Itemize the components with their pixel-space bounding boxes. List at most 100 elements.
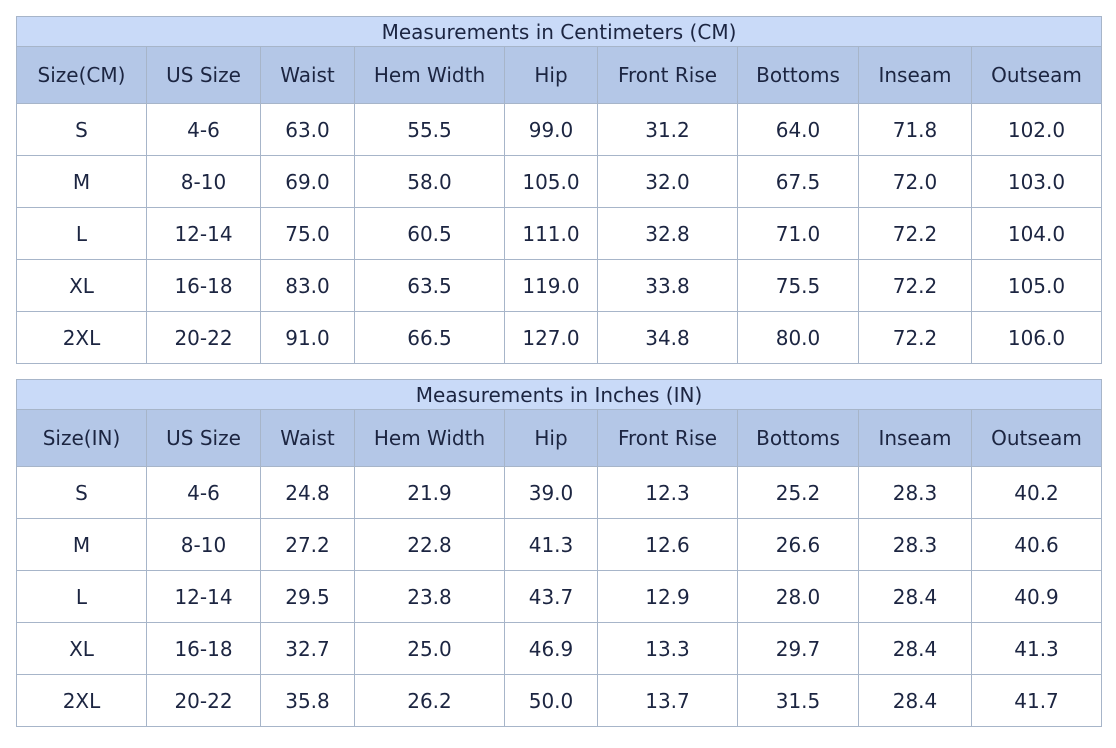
cell: 72.2	[858, 207, 972, 260]
data-row: M 8-10 27.2 22.8 41.3 12.6 26.6 28.3 40.6	[16, 518, 1103, 571]
cell: 63.0	[260, 103, 355, 156]
header-cell: US Size	[146, 409, 261, 467]
cell: 4-6	[146, 466, 261, 519]
cell: 72.2	[858, 311, 972, 364]
cell: 103.0	[971, 155, 1102, 208]
cell: 99.0	[504, 103, 598, 156]
cell: M	[16, 155, 147, 208]
header-cell: Hem Width	[354, 46, 505, 104]
size-table: Measurements in Inches (IN) Size(IN) US Si…	[15, 379, 1103, 727]
header-cell: Hip	[504, 409, 598, 467]
cell: 72.0	[858, 155, 972, 208]
data-row: S 4-6 24.8 21.9 39.0 12.3 25.2 28.3 40.2	[16, 466, 1103, 519]
cell: 13.7	[597, 674, 738, 727]
cell: 23.8	[354, 570, 505, 623]
cell: 104.0	[971, 207, 1102, 260]
cell: 111.0	[504, 207, 598, 260]
cell: 20-22	[146, 311, 261, 364]
cell: S	[16, 103, 147, 156]
cell: 60.5	[354, 207, 505, 260]
cell: 32.0	[597, 155, 738, 208]
cell: 16-18	[146, 259, 261, 312]
header-cell: Waist	[260, 46, 355, 104]
cell: 105.0	[971, 259, 1102, 312]
cell: 63.5	[354, 259, 505, 312]
cell: 83.0	[260, 259, 355, 312]
header-cell: US Size	[146, 46, 261, 104]
header-cell: Bottoms	[737, 46, 859, 104]
header-cell: Size(CM)	[16, 46, 147, 104]
cell: 75.0	[260, 207, 355, 260]
cell: 80.0	[737, 311, 859, 364]
cell: 8-10	[146, 155, 261, 208]
cell: 40.2	[970, 466, 1103, 519]
cell: 33.8	[597, 259, 738, 312]
cell: 12.9	[597, 570, 738, 623]
cell: L	[16, 207, 147, 260]
cell: 12.3	[597, 466, 738, 519]
cell: 40.9	[970, 570, 1103, 623]
cell: 12-14	[146, 570, 261, 623]
cell: 75.5	[737, 259, 859, 312]
cell: 64.0	[737, 103, 859, 156]
cell: 24.8	[260, 466, 355, 519]
cell: 28.0	[737, 570, 859, 623]
cell: 12.6	[597, 518, 738, 571]
data-row: 2XL 20-22 35.8 26.2 50.0 13.7 31.5 28.4 41.7	[16, 674, 1103, 727]
header-cell: Waist	[260, 409, 355, 467]
cell: 28.3	[858, 518, 972, 571]
cell: XL	[16, 259, 147, 312]
cell: 41.7	[970, 674, 1103, 727]
cell: 31.2	[597, 103, 738, 156]
cell: 21.9	[354, 466, 505, 519]
header-cell: Outseam	[970, 409, 1103, 467]
cell: 71.0	[737, 207, 859, 260]
header-cell: Hip	[504, 46, 598, 104]
cell: 20-22	[146, 674, 261, 727]
cell: 27.2	[260, 518, 355, 571]
cell: 72.2	[858, 259, 972, 312]
cell: 69.0	[260, 155, 355, 208]
cell: 40.6	[970, 518, 1103, 571]
cell: S	[16, 466, 147, 519]
cell: 28.4	[858, 622, 972, 675]
cell: 31.5	[737, 674, 859, 727]
cell: 29.5	[260, 570, 355, 623]
cell: 8-10	[146, 518, 261, 571]
cell: 91.0	[260, 311, 355, 364]
cell: 28.4	[858, 674, 972, 727]
data-row: XL 16-18 83.0 63.5 119.0 33.8 75.5 72.2 105.0	[16, 259, 1102, 312]
header-cell: Size(IN)	[16, 409, 147, 467]
header-cell: Front Rise	[597, 409, 738, 467]
cell: 71.8	[858, 103, 972, 156]
table-title: Measurements in Inches (IN)	[15, 379, 1103, 410]
header-cell: Front Rise	[597, 46, 738, 104]
cell: 16-18	[146, 622, 261, 675]
header-row: Size(CM) US Size Waist Hem Width Hip Front Ri…	[16, 46, 1102, 104]
header-cell: Inseam	[858, 409, 972, 467]
cell: 50.0	[504, 674, 598, 727]
title-row: Measurements in Centimeters (CM)	[16, 16, 1102, 47]
cell: 25.0	[354, 622, 505, 675]
cell: 127.0	[504, 311, 598, 364]
cell: 58.0	[354, 155, 505, 208]
cell: 25.2	[737, 466, 859, 519]
data-row: L 12-14 75.0 60.5 111.0 32.8 71.0 72.2 104.0	[16, 207, 1102, 260]
header-cell: Bottoms	[737, 409, 859, 467]
cell: 29.7	[737, 622, 859, 675]
cell: 26.2	[354, 674, 505, 727]
data-row: M 8-10 69.0 58.0 105.0 32.0 67.5 72.0 103.0	[16, 155, 1102, 208]
data-row: 2XL 20-22 91.0 66.5 127.0 34.8 80.0 72.2 106.0	[16, 311, 1102, 364]
cell: 26.6	[737, 518, 859, 571]
cell: 55.5	[354, 103, 505, 156]
header-row: Size(IN) US Size Waist Hem Width Hip Front Ri…	[16, 409, 1103, 467]
cell: 119.0	[504, 259, 598, 312]
cell: M	[16, 518, 147, 571]
cell: 106.0	[971, 311, 1102, 364]
cell: 2XL	[16, 311, 147, 364]
cell: 43.7	[504, 570, 598, 623]
cell: XL	[16, 622, 147, 675]
table-title: Measurements in Centimeters (CM)	[16, 16, 1102, 47]
cell: 66.5	[354, 311, 505, 364]
